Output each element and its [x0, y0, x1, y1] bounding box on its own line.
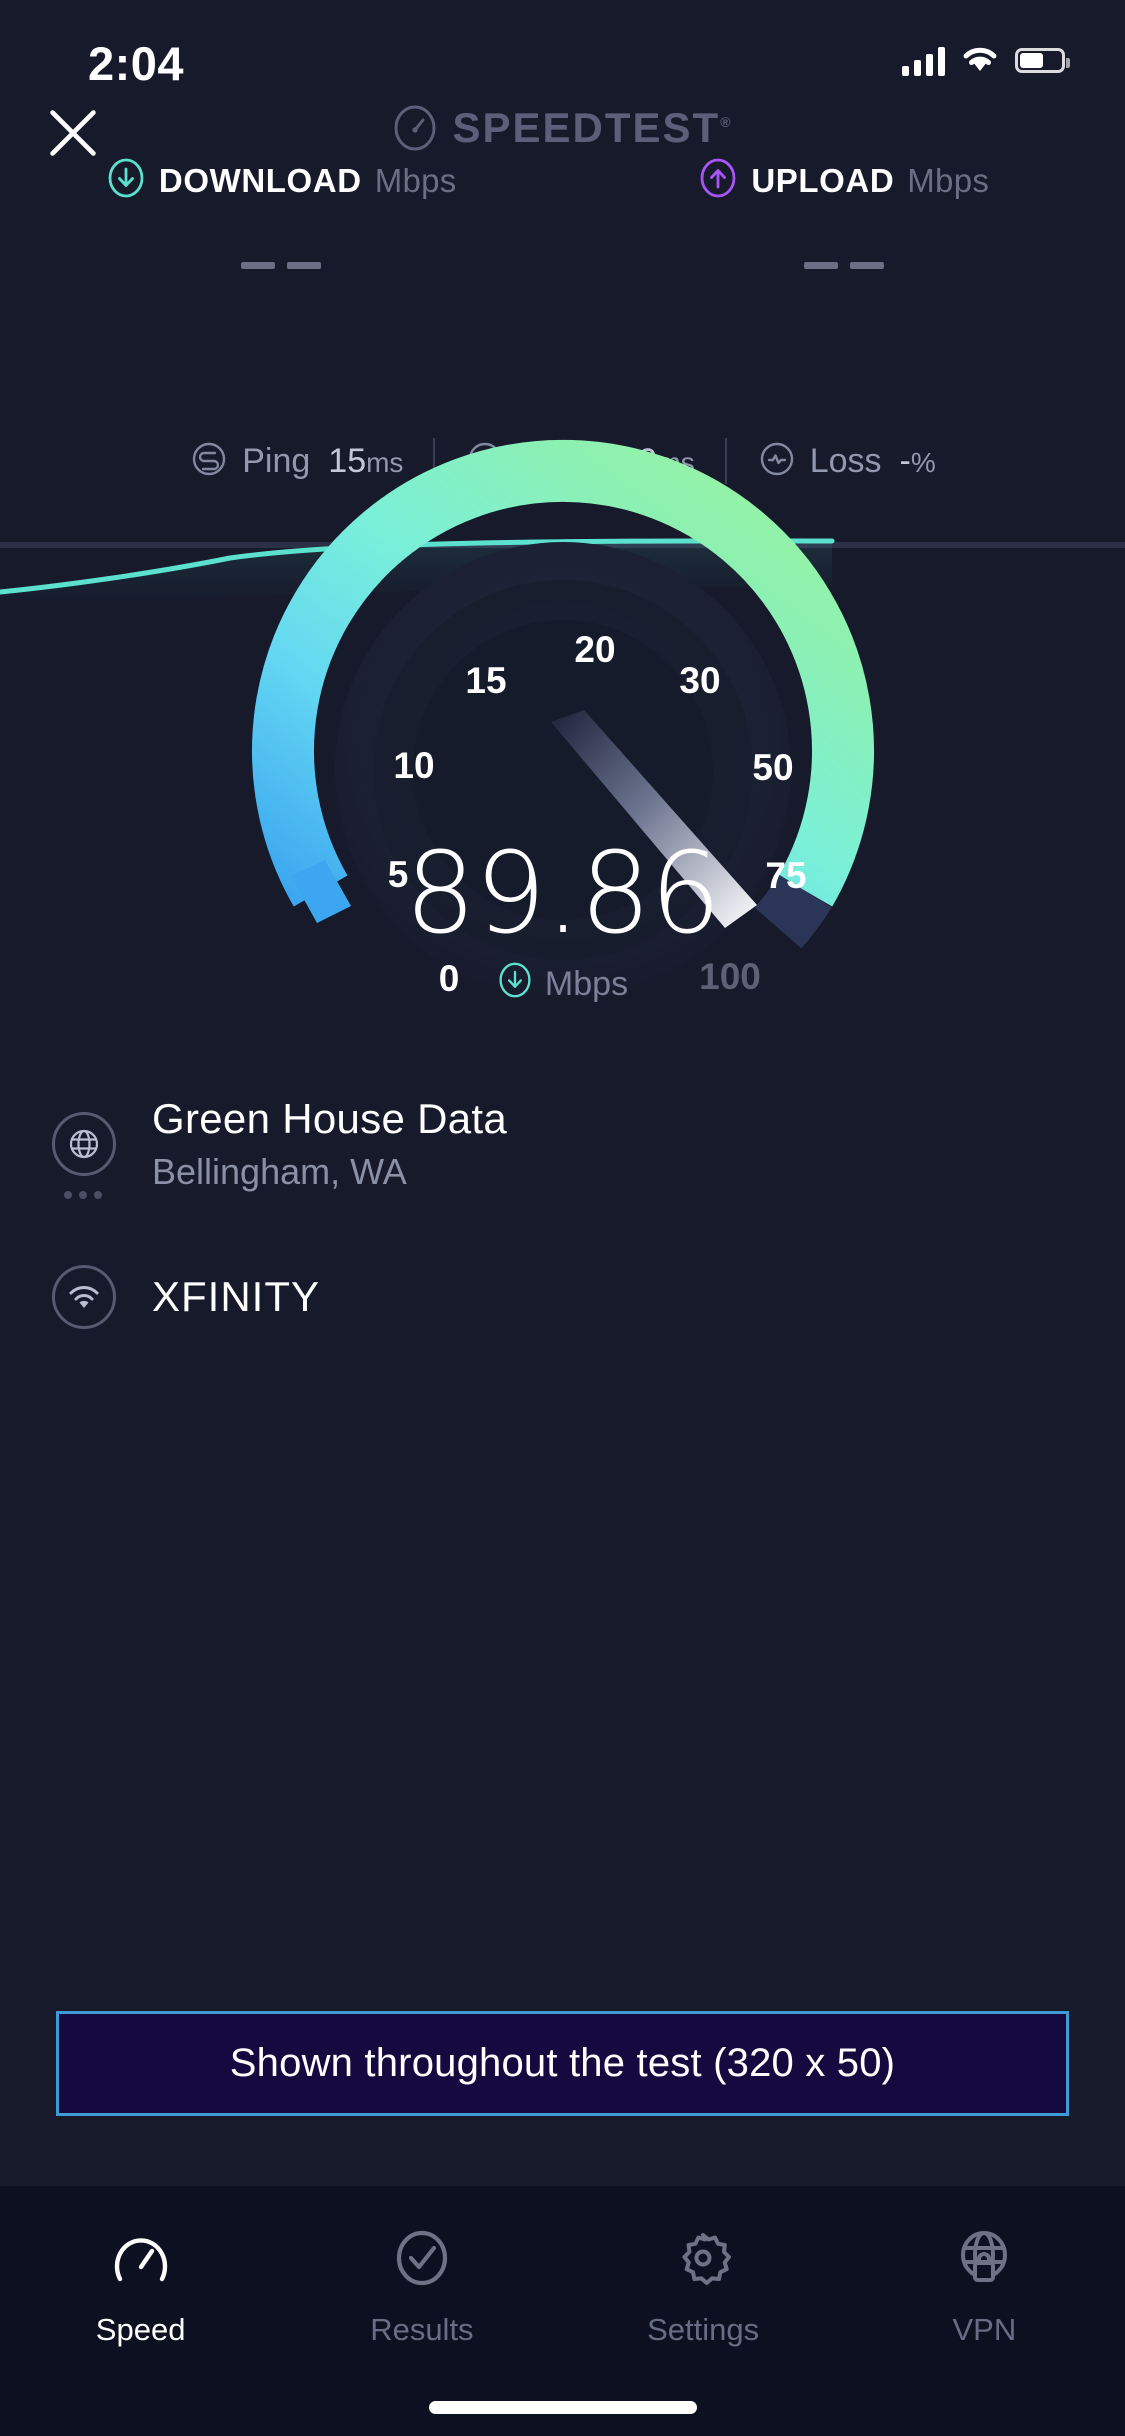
server-row[interactable]: Green House Data Bellingham, WA — [0, 1095, 1125, 1199]
metric-upload-unit: Mbps — [907, 161, 990, 199]
battery-icon — [1015, 48, 1070, 73]
vpn-globe-lock-icon — [953, 2222, 1015, 2294]
gauge-tick-15: 15 — [465, 660, 506, 701]
speed-gauge: 0 5 10 15 20 30 50 75 100 — [233, 439, 893, 1060]
gauge-tick-50: 50 — [752, 747, 793, 788]
stat-loss-label: Loss — [809, 441, 882, 480]
connection-info: Green House Data Bellingham, WA XFINITY — [0, 1095, 1125, 1329]
tab-results-label: Results — [370, 2312, 474, 2347]
wifi-icon — [961, 44, 999, 77]
stat-loss: Loss -% — [727, 439, 966, 484]
metric-download-label: DOWNLOAD — [158, 161, 362, 199]
wifi-icon — [52, 1265, 116, 1329]
status-bar: 2:04 — [0, 0, 1125, 132]
value-placeholder-dash — [287, 261, 322, 269]
stat-ping-value: 15 — [328, 441, 367, 480]
tab-settings-label: Settings — [647, 2312, 760, 2347]
stat-loss-value: - — [899, 441, 911, 480]
stat-loss-unit: % — [910, 446, 936, 478]
gauge-tick-5: 5 — [387, 854, 408, 895]
stat-ping-unit: ms — [366, 446, 404, 478]
metric-download-unit: Mbps — [374, 161, 457, 199]
gauge-tick-100: 100 — [699, 956, 761, 997]
brand-header: SPEEDTEST — [0, 104, 1125, 152]
value-placeholder-dash — [803, 261, 838, 269]
speedtest-logo-icon — [392, 105, 438, 151]
download-arrow-icon — [497, 962, 533, 1007]
server-location: Bellingham, WA — [152, 1151, 407, 1192]
status-bar-indicators — [902, 44, 1070, 77]
ellipsis-icon[interactable] — [64, 1191, 102, 1199]
home-indicator — [428, 2401, 697, 2414]
server-name: Green House Data — [152, 1095, 507, 1142]
gear-icon — [672, 2222, 734, 2294]
speedometer-icon — [110, 2222, 172, 2294]
tab-vpn[interactable]: VPN — [844, 2222, 1125, 2436]
value-placeholder-dash — [241, 261, 276, 269]
tab-speed[interactable]: Speed — [0, 2222, 281, 2436]
ad-banner[interactable]: Shown throughout the test (320 x 50) — [56, 2011, 1069, 2116]
gauge-tick-0: 0 — [438, 958, 459, 999]
metrics-row: DOWNLOAD Mbps UPLOAD Mbps — [0, 158, 1125, 289]
download-arrow-icon — [106, 158, 146, 203]
upload-arrow-icon — [698, 158, 738, 203]
gauge-readout: 89.86 Mbps — [0, 838, 1125, 1007]
metric-download-value — [241, 241, 322, 289]
value-placeholder-dash — [849, 261, 884, 269]
stat-divider — [724, 438, 727, 484]
stat-ping: Ping 15ms — [159, 439, 433, 484]
tab-vpn-label: VPN — [952, 2312, 1017, 2347]
signal-bars-icon — [902, 46, 945, 76]
stat-ping-label: Ping — [242, 441, 311, 480]
ping-icon — [189, 439, 229, 484]
close-button[interactable] — [38, 98, 108, 168]
isp-row[interactable]: XFINITY — [0, 1265, 1125, 1329]
isp-name: XFINITY — [152, 1273, 321, 1320]
gauge-tick-20: 20 — [574, 629, 615, 670]
status-bar-time: 2:04 — [88, 37, 185, 90]
tab-results[interactable]: Results — [281, 2222, 562, 2436]
stat-divider — [433, 438, 436, 484]
metric-download: DOWNLOAD Mbps — [0, 158, 563, 289]
gauge-unit: Mbps — [544, 965, 629, 1003]
brand-title: SPEEDTEST — [452, 104, 732, 152]
check-circle-icon — [391, 2222, 453, 2294]
metric-upload: UPLOAD Mbps — [563, 158, 1125, 289]
tab-bar: Speed Results Settings — [0, 2186, 1125, 2436]
metric-upload-value — [803, 241, 884, 289]
gauge-value: 89.86 — [404, 829, 722, 959]
gauge-tick-75: 75 — [765, 855, 806, 896]
ad-banner-text: Shown throughout the test (320 x 50) — [229, 2041, 896, 2085]
tab-speed-label: Speed — [95, 2312, 186, 2347]
tab-settings[interactable]: Settings — [563, 2222, 844, 2436]
gauge-tick-10: 10 — [393, 745, 434, 786]
loss-icon — [757, 439, 797, 484]
gauge-needle — [550, 710, 757, 928]
gauge-tick-30: 30 — [679, 660, 720, 701]
metric-upload-label: UPLOAD — [751, 161, 895, 199]
globe-icon — [52, 1112, 116, 1176]
